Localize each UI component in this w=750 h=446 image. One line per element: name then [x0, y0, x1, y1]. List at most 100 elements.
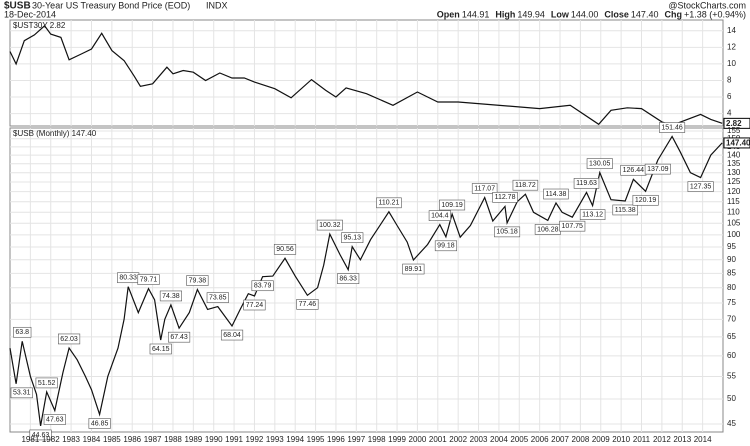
y-tick-label: 90 [727, 255, 736, 264]
y-tick-label: 8 [727, 76, 732, 85]
annotation: 126.44 [620, 164, 647, 176]
annotation-label: 62.03 [60, 336, 78, 343]
annotation-label: 83.79 [254, 283, 272, 290]
annotation: 118.72 [512, 179, 539, 191]
x-tick-label: 2008 [572, 435, 590, 444]
x-tick-label: 1985 [103, 435, 121, 444]
x-tick-label: 2000 [409, 435, 427, 444]
x-tick-label: 1992 [246, 435, 264, 444]
y-tick-label: 70 [727, 314, 736, 323]
quote-label: Close [604, 9, 629, 19]
annotation-label: 113.12 [582, 211, 603, 218]
panel-title: $USB (Monthly) 147.40 [13, 129, 97, 138]
annotation-label: 46.85 [91, 420, 109, 427]
annotation: 74.38 [159, 290, 182, 302]
annotation-box [376, 197, 402, 209]
annotation: 83.79 [251, 280, 274, 292]
annotation: 95.13 [341, 232, 364, 243]
annotation-label: 107.75 [562, 223, 584, 230]
x-tick-label: 2004 [490, 435, 508, 444]
x-tick-label: 1994 [286, 435, 304, 444]
annotation-box [159, 290, 182, 302]
panel-title: $UST30Y 2.82 [13, 21, 66, 30]
x-tick-label: 1998 [368, 435, 386, 444]
annotation-box [402, 263, 425, 275]
annotation: 73.85 [206, 292, 229, 303]
quote-label: Open [437, 9, 460, 19]
last-value-box [723, 117, 750, 129]
annotation-label: 90.56 [276, 246, 294, 253]
quote-label: Chg [664, 9, 682, 19]
annotation: 90.56 [273, 244, 297, 255]
annotation-box [13, 326, 32, 338]
x-tick-label: 2002 [449, 435, 467, 444]
y-tick-label: 6 [727, 92, 732, 101]
annotation-box [186, 275, 209, 286]
annotation-box [58, 333, 81, 345]
annotation-label: 118.72 [515, 182, 536, 189]
y-tick-label: 135 [727, 159, 741, 168]
annotation-label: 130.05 [589, 160, 611, 167]
quote-value: 144.91 [462, 9, 490, 19]
y-tick-label: 75 [727, 298, 736, 307]
annotation-label: 53.31 [13, 390, 31, 397]
annotation: 64.15 [149, 343, 172, 355]
annotation: 51.52 [35, 377, 58, 389]
annotation-label: 119.63 [576, 180, 597, 187]
y-tick-label: 155 [727, 126, 741, 135]
annotation-label: 80.33 [119, 275, 137, 282]
annotation-label: 151.46 [661, 124, 683, 131]
annotation-label: 86.33 [339, 275, 357, 282]
annotation-box [206, 292, 229, 303]
x-tick-label: 1996 [327, 435, 345, 444]
annotation-box [341, 232, 364, 243]
y-tick-label: 50 [727, 394, 736, 403]
annotation-label: 74.38 [162, 293, 180, 300]
annotation-label: 109.19 [441, 202, 463, 209]
annotation: 77.24 [243, 299, 266, 311]
quote-value: 144.00 [571, 9, 599, 19]
price-line [9, 135, 723, 427]
quote-label: High [495, 9, 515, 19]
x-tick-label: 2006 [531, 435, 549, 444]
y-tick-label: 60 [727, 351, 736, 360]
annotation-box [471, 183, 498, 194]
annotation-label: 51.52 [38, 380, 56, 387]
x-tick-label: 1990 [205, 435, 223, 444]
annotation-box [559, 220, 586, 232]
annotation-box [35, 377, 58, 389]
annotation: 46.85 [88, 418, 111, 429]
y-tick-label: 105 [727, 218, 741, 227]
annotation-label: 77.46 [299, 301, 317, 308]
y-tick-label: 14 [727, 26, 736, 35]
annotation: 137.09 [644, 163, 671, 175]
x-tick-label: 2005 [510, 435, 528, 444]
x-tick-label: 2007 [551, 435, 569, 444]
y-tick-label: 95 [727, 242, 736, 251]
copyright: @StockCharts.com [668, 0, 746, 10]
annotation: 67.43 [168, 331, 191, 343]
annotation-box [512, 179, 539, 191]
annotation-box [494, 226, 521, 238]
y-tick-label: 55 [727, 372, 736, 381]
annotation-box [434, 240, 458, 252]
x-tick-label: 1986 [123, 435, 141, 444]
annotation: 79.38 [186, 275, 209, 286]
annotation-box [243, 299, 266, 311]
annotation: 62.03 [58, 333, 81, 345]
annotation-label: 99.18 [437, 243, 455, 250]
annotation-box [612, 204, 638, 216]
annotation-box [586, 158, 613, 169]
x-tick-label: 2011 [633, 435, 651, 444]
annotation-box [149, 343, 172, 355]
y-tick-label: 80 [727, 283, 736, 292]
x-tick-label: 1995 [307, 435, 325, 444]
y-tick-label: 115 [727, 197, 740, 206]
symbol: $USB [4, 1, 31, 12]
annotation-label: 67.43 [170, 334, 188, 341]
annotation: 119.63 [573, 178, 600, 189]
y-tick-label: 85 [727, 268, 736, 277]
y-tick-label: 65 [727, 332, 736, 341]
annotation-box [29, 429, 52, 441]
